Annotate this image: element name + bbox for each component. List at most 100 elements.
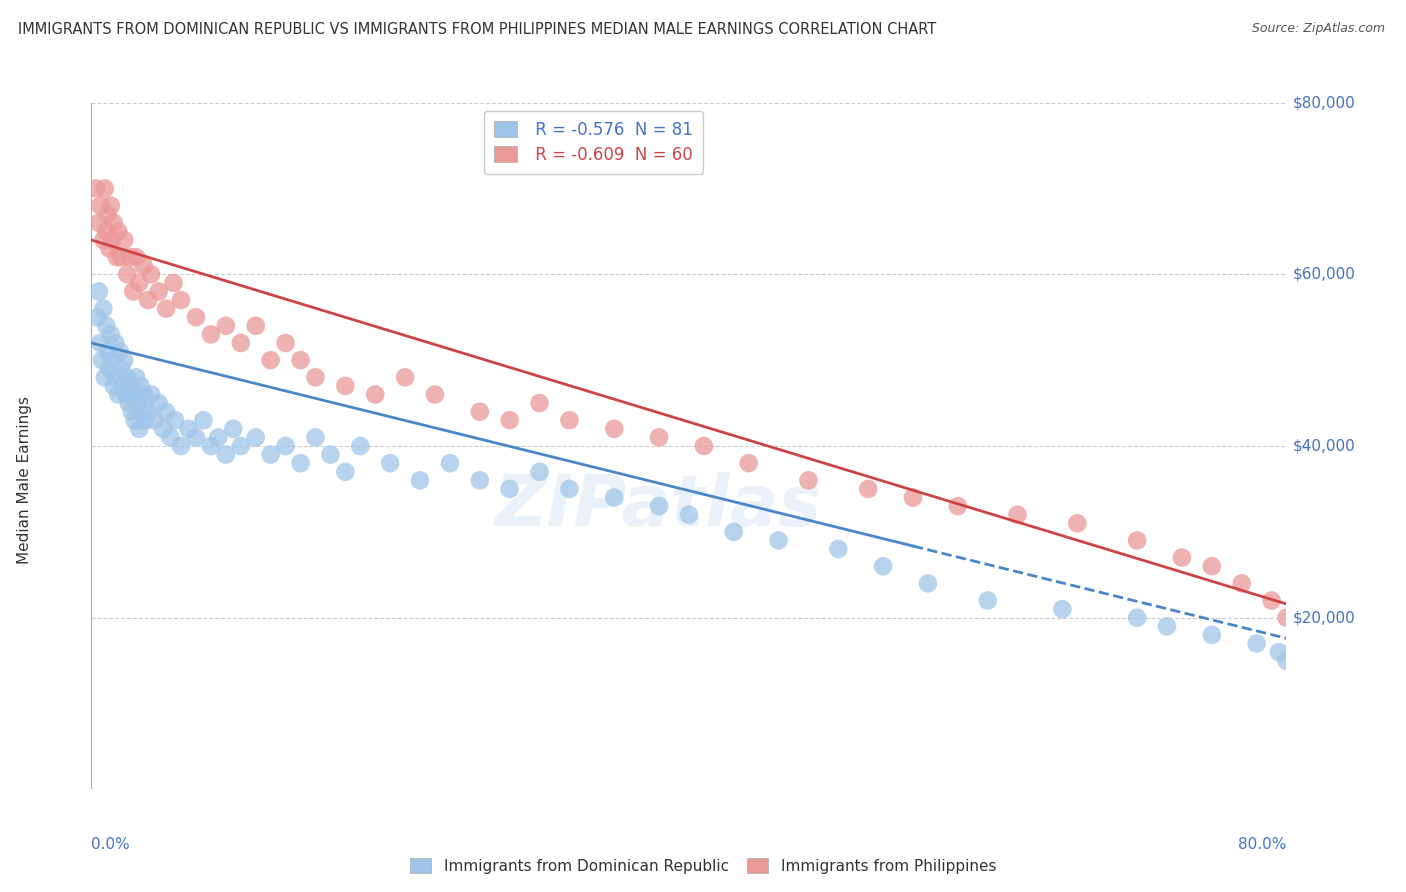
Point xyxy=(110,250,132,264)
Point xyxy=(148,285,170,299)
Point xyxy=(648,499,671,513)
Point xyxy=(917,576,939,591)
Point xyxy=(112,353,135,368)
Point xyxy=(87,216,110,230)
Point xyxy=(128,422,150,436)
Point xyxy=(1171,550,1194,565)
Point xyxy=(529,465,551,479)
Point xyxy=(115,268,138,282)
Legend:  R = -0.576  N = 81,  R = -0.609  N = 60: R = -0.576 N = 81, R = -0.609 N = 60 xyxy=(484,111,703,174)
Point xyxy=(976,593,998,607)
Point xyxy=(856,482,880,496)
Point xyxy=(125,250,148,264)
Point xyxy=(304,370,326,384)
Point xyxy=(319,448,342,462)
Point xyxy=(103,216,125,230)
Point xyxy=(129,379,152,393)
Point xyxy=(678,508,700,522)
Point xyxy=(86,310,108,325)
Point xyxy=(93,301,115,316)
Text: ZIPatlas: ZIPatlas xyxy=(495,472,823,541)
Point xyxy=(409,473,432,487)
Text: 0.0%: 0.0% xyxy=(91,837,131,852)
Point xyxy=(1275,654,1298,668)
Point xyxy=(648,430,671,444)
Point xyxy=(100,199,122,213)
Point xyxy=(120,379,142,393)
Point xyxy=(304,430,326,444)
Point xyxy=(132,259,155,273)
Point xyxy=(105,370,128,384)
Point xyxy=(89,336,111,351)
Point xyxy=(136,293,159,307)
Point xyxy=(132,387,155,401)
Point xyxy=(222,422,245,436)
Point xyxy=(1246,636,1268,650)
Point xyxy=(394,370,416,384)
Point xyxy=(155,405,177,419)
Point xyxy=(1126,533,1149,548)
Point xyxy=(101,353,124,368)
Point xyxy=(1052,602,1074,616)
Point xyxy=(946,499,969,513)
Point xyxy=(207,430,229,444)
Point xyxy=(184,430,207,444)
Point xyxy=(1268,645,1291,659)
Point xyxy=(335,465,357,479)
Point xyxy=(148,396,170,410)
Point xyxy=(378,456,402,470)
Point xyxy=(114,387,136,401)
Point xyxy=(122,387,145,401)
Point xyxy=(141,387,162,401)
Point xyxy=(100,327,122,342)
Point xyxy=(93,233,115,247)
Point xyxy=(193,413,215,427)
Point xyxy=(737,456,759,470)
Point xyxy=(290,456,312,470)
Point xyxy=(290,353,312,368)
Point xyxy=(200,327,222,342)
Point xyxy=(215,318,238,333)
Point xyxy=(118,396,141,410)
Point xyxy=(115,370,138,384)
Text: $40,000: $40,000 xyxy=(1292,439,1355,453)
Point xyxy=(274,336,297,351)
Point xyxy=(122,285,145,299)
Point xyxy=(498,482,520,496)
Point xyxy=(200,439,222,453)
Point xyxy=(468,405,491,419)
Point xyxy=(1230,576,1253,591)
Point xyxy=(87,285,110,299)
Point xyxy=(128,276,150,290)
Point xyxy=(1275,611,1298,625)
Point xyxy=(827,541,849,557)
Point xyxy=(797,473,820,487)
Point xyxy=(1126,611,1149,625)
Text: Source: ZipAtlas.com: Source: ZipAtlas.com xyxy=(1251,22,1385,36)
Point xyxy=(90,353,112,368)
Point xyxy=(124,413,146,427)
Point xyxy=(104,336,127,351)
Point xyxy=(98,242,121,256)
Text: $60,000: $60,000 xyxy=(1292,267,1355,282)
Point xyxy=(259,448,281,462)
Point xyxy=(96,318,118,333)
Point xyxy=(103,379,125,393)
Point xyxy=(94,181,117,195)
Point xyxy=(97,344,120,359)
Point xyxy=(439,456,461,470)
Point xyxy=(125,370,148,384)
Point xyxy=(872,559,894,574)
Point xyxy=(107,387,129,401)
Point xyxy=(901,491,924,505)
Point xyxy=(170,439,193,453)
Point xyxy=(152,422,174,436)
Point xyxy=(143,413,166,427)
Point xyxy=(558,482,581,496)
Point xyxy=(603,422,626,436)
Point xyxy=(136,405,159,419)
Point xyxy=(603,491,626,505)
Point xyxy=(120,250,142,264)
Point xyxy=(693,439,716,453)
Text: $80,000: $80,000 xyxy=(1292,95,1355,110)
